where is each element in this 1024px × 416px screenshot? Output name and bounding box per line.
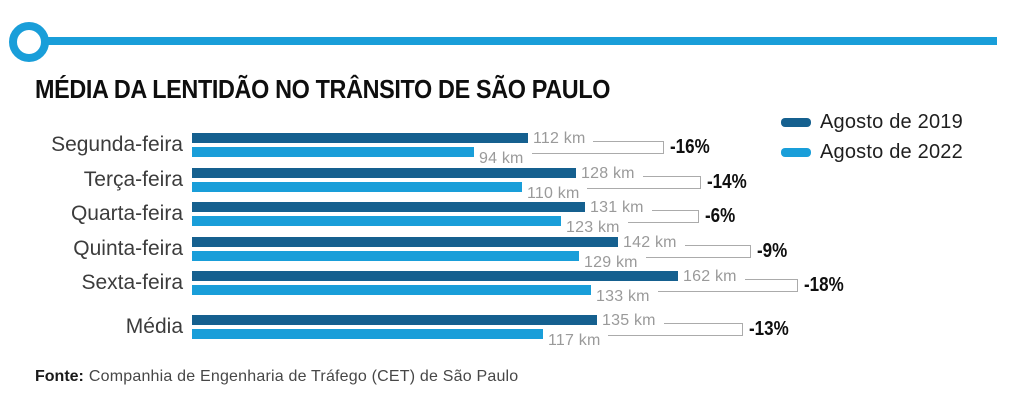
category-label: Quinta-feira — [73, 237, 183, 260]
bracket-vertical-line — [663, 141, 664, 154]
bracket-top-line — [643, 176, 700, 177]
legend: Agosto de 2019 Agosto de 2022 — [781, 107, 963, 167]
pct-change-label: -18% — [804, 274, 844, 296]
legend-item-2019: Agosto de 2019 — [781, 107, 963, 137]
value-label-2019: 162 km — [683, 268, 737, 285]
category-label: Quarta-feira — [70, 202, 183, 225]
bar-2022 — [192, 182, 522, 192]
value-label-2022: 117 km — [548, 332, 601, 349]
header-rule-line — [46, 37, 997, 45]
bracket-bottom-line — [646, 257, 750, 258]
bar-2019 — [192, 202, 585, 212]
bar-2019 — [192, 237, 618, 247]
value-label-2022: 123 km — [566, 219, 620, 236]
bracket-vertical-line — [797, 279, 798, 292]
category-label: Sexta-feira — [81, 271, 183, 294]
bar-2022 — [192, 216, 561, 226]
value-label-2019: 131 km — [590, 199, 644, 216]
bracket-top-line — [685, 245, 750, 246]
legend-label-2019: Agosto de 2019 — [820, 110, 963, 133]
category-label: Terça-feira — [83, 168, 183, 191]
bullet-ring-icon — [9, 22, 49, 62]
bracket-top-line — [745, 279, 797, 280]
bar-2022 — [192, 285, 591, 295]
chart-title: MÉDIA DA LENTIDÃO NO TRÂNSITO DE SÃO PAU… — [35, 74, 611, 104]
bracket-bottom-line — [608, 335, 742, 336]
bracket-vertical-line — [742, 323, 743, 336]
bracket-vertical-line — [698, 210, 699, 223]
pct-change-label: -13% — [749, 318, 789, 340]
value-label-2019: 142 km — [623, 234, 677, 251]
pct-change-label: -14% — [707, 171, 747, 193]
pct-change-label: -16% — [670, 136, 710, 158]
bar-2019 — [192, 315, 597, 325]
source-label: Fonte: — [35, 368, 84, 385]
source-text: Companhia de Engenharia de Tráfego (CET)… — [88, 368, 519, 385]
bar-2019 — [192, 271, 678, 281]
bar-2022 — [192, 147, 474, 157]
bracket-vertical-line — [750, 245, 751, 258]
bracket-bottom-line — [628, 222, 698, 223]
bracket-top-line — [664, 323, 742, 324]
bracket-bottom-line — [587, 188, 700, 189]
pct-change-label: -9% — [757, 240, 788, 262]
value-label-2022: 133 km — [596, 288, 650, 305]
value-label-2019: 135 km — [602, 312, 656, 329]
category-label: Média — [125, 315, 183, 338]
bar-2022 — [192, 251, 579, 261]
bracket-top-line — [652, 210, 698, 211]
source-note: Fonte: Companhia de Engenharia de Tráfego… — [35, 368, 518, 386]
pct-change-label: -6% — [705, 205, 736, 227]
bar-2022 — [192, 329, 543, 339]
value-label-2019: 112 km — [533, 130, 586, 147]
bracket-bottom-line — [532, 153, 663, 154]
bracket-bottom-line — [658, 291, 797, 292]
bar-2019 — [192, 133, 528, 143]
bracket-vertical-line — [700, 176, 701, 189]
bar-2019 — [192, 168, 576, 178]
legend-item-2022: Agosto de 2022 — [781, 137, 963, 167]
value-label-2019: 128 km — [581, 165, 635, 182]
value-label-2022: 129 km — [584, 254, 638, 271]
legend-swatch-2022 — [781, 147, 811, 157]
value-label-2022: 110 km — [527, 185, 580, 202]
legend-swatch-2019 — [781, 117, 811, 127]
value-label-2022: 94 km — [479, 150, 524, 167]
bracket-top-line — [593, 141, 663, 142]
category-label: Segunda-feira — [51, 133, 183, 156]
legend-label-2022: Agosto de 2022 — [820, 140, 963, 163]
